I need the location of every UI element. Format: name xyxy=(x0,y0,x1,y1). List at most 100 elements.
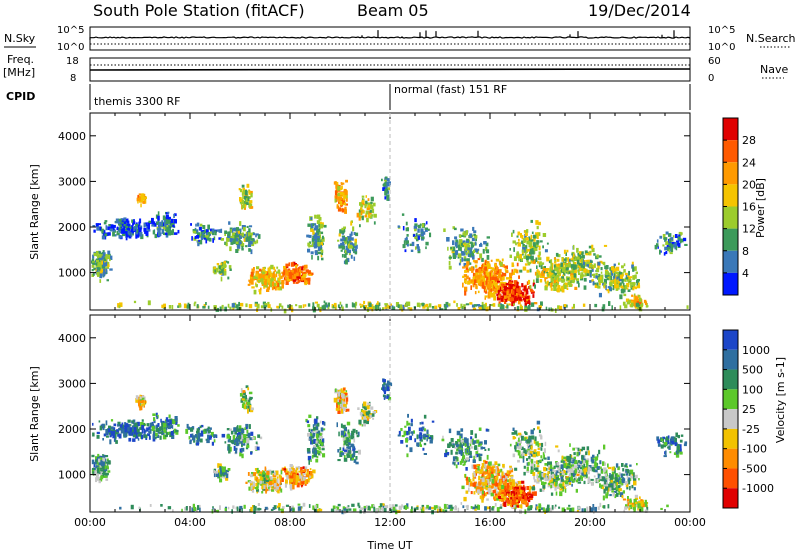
scatter-cell xyxy=(202,225,206,230)
scatter-cell xyxy=(307,248,311,253)
scatter-cell xyxy=(198,239,200,242)
scatter-cell xyxy=(297,272,301,276)
scatter-cell xyxy=(518,256,520,262)
freq-unit-label: [MHz] xyxy=(3,66,35,79)
scatter-cell xyxy=(140,193,144,199)
scatter-cell xyxy=(544,278,547,282)
scatter-cell xyxy=(294,263,297,266)
scatter-cell xyxy=(102,457,105,462)
scatter-cell xyxy=(517,299,521,305)
scatter-cell xyxy=(540,264,543,270)
scatter-cell xyxy=(343,403,347,407)
scatter-cell xyxy=(338,196,342,202)
scatter-cell xyxy=(159,435,162,440)
scatter-cell xyxy=(511,262,514,267)
scatter-cell xyxy=(241,191,244,196)
scatter-cell xyxy=(302,479,306,483)
scatter-cell xyxy=(491,267,495,271)
scatter-cell xyxy=(215,472,219,477)
scatter-cell xyxy=(405,227,409,232)
scatter-cell xyxy=(633,293,636,297)
scatter-cell xyxy=(277,287,280,291)
scatter-cell xyxy=(555,252,559,257)
scatter-cell xyxy=(355,430,358,435)
scatter-cell xyxy=(442,435,444,441)
scatter-cell xyxy=(490,467,494,472)
scatter-cell xyxy=(319,306,323,309)
scatter-cell xyxy=(237,230,240,234)
freq-tick-top: 18 xyxy=(66,56,79,67)
scatter-cell xyxy=(420,231,423,234)
scatter-cell xyxy=(571,256,574,260)
scatter-cell xyxy=(106,254,110,259)
scatter-cell xyxy=(368,214,371,218)
scatter-cell xyxy=(521,480,525,484)
scatter-cell xyxy=(229,446,232,452)
scatter-cell xyxy=(468,244,471,248)
scatter-cell xyxy=(387,198,391,201)
scatter-cell xyxy=(367,402,371,407)
scatter-cell xyxy=(334,198,337,203)
scatter-cell xyxy=(343,449,348,452)
scatter-cell xyxy=(387,187,391,191)
scatter-cell xyxy=(550,276,554,282)
scatter-cell xyxy=(274,269,277,272)
scatter-cell xyxy=(585,259,589,262)
scatter-cell xyxy=(247,283,251,286)
scatter-cell xyxy=(240,431,244,436)
scatter-cell xyxy=(610,271,614,276)
scatter-cell xyxy=(252,485,256,489)
scatter-cell xyxy=(366,412,369,416)
scatter-cell xyxy=(153,417,156,421)
scatter-cell xyxy=(240,388,243,394)
scatter-cell xyxy=(291,270,295,273)
scatter-cell xyxy=(483,492,487,497)
scatter-cell xyxy=(590,263,593,267)
scatter-cell xyxy=(171,305,174,310)
scatter-cell xyxy=(426,429,429,435)
scatter-cell xyxy=(501,275,505,281)
scatter-cell xyxy=(530,255,534,261)
scatter-cell xyxy=(497,463,501,467)
scatter-cell xyxy=(155,427,159,433)
scatter-cell xyxy=(576,280,580,284)
scatter-cell xyxy=(544,277,548,280)
scatter-cell xyxy=(107,226,111,231)
scatter-cell xyxy=(206,428,210,432)
scatter-cell xyxy=(218,265,221,270)
scatter-cell xyxy=(571,306,574,309)
scatter-cell xyxy=(491,474,495,478)
scatter-cell xyxy=(139,218,142,224)
scatter-cell xyxy=(98,223,101,226)
scatter-cell xyxy=(307,438,310,441)
scatter-cell xyxy=(100,252,103,256)
scatter-cell xyxy=(251,286,255,289)
scatter-cell xyxy=(557,285,561,289)
scatter-cell xyxy=(604,265,607,270)
scatter-cell xyxy=(241,447,245,452)
scatter-cell xyxy=(98,253,102,258)
scatter-cell xyxy=(500,490,503,493)
scatter-cell xyxy=(489,291,493,297)
scatter-cell xyxy=(233,235,236,239)
scatter-cell xyxy=(167,216,171,220)
scatter-cell xyxy=(167,423,170,426)
scatter-cell xyxy=(365,200,368,205)
scatter-cell xyxy=(482,267,485,273)
scatter-cell xyxy=(191,433,194,437)
scatter-cell xyxy=(168,224,170,229)
scatter-cell xyxy=(341,394,345,399)
scatter-cell xyxy=(230,430,234,435)
scatter-cell xyxy=(568,262,572,268)
scatter-cell xyxy=(542,233,547,237)
scatter-cell xyxy=(454,459,457,464)
scatter-cell xyxy=(628,278,632,281)
scatter-cell xyxy=(563,249,566,254)
scatter-cell xyxy=(494,283,498,286)
scatter-cell xyxy=(598,255,602,258)
scatter-cell xyxy=(221,433,226,438)
scatter-cell xyxy=(551,274,555,278)
scatter-cell xyxy=(579,274,582,280)
scatter-cell xyxy=(490,492,494,497)
scatter-cell xyxy=(137,199,139,204)
